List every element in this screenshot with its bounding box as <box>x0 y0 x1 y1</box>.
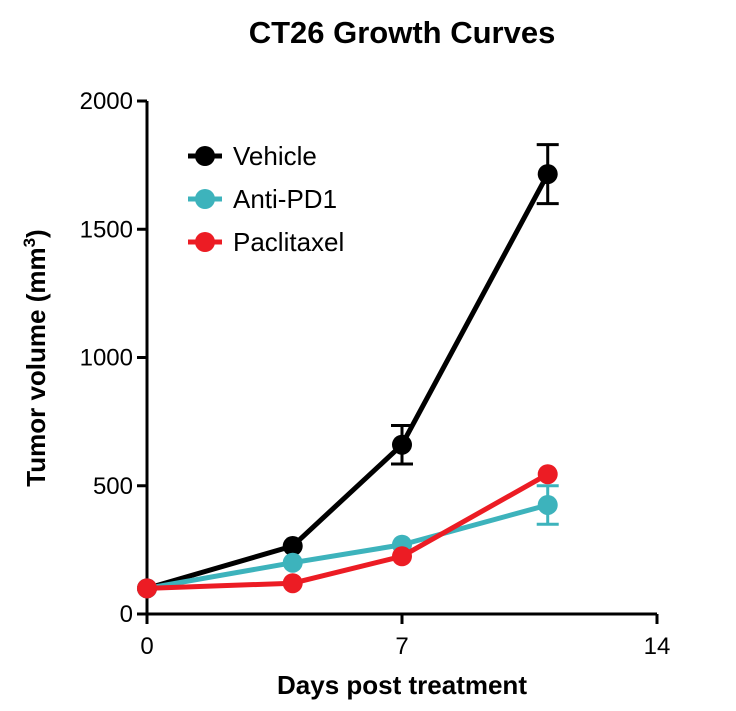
y-tick-label: 500 <box>93 473 133 500</box>
y-axis-label: Tumor volume (mm3) <box>20 229 51 486</box>
legend-label: Paclitaxel <box>233 227 344 257</box>
data-point-vehicle <box>282 536 303 557</box>
data-point-paclitaxel <box>282 573 303 594</box>
data-point-vehicle <box>392 434 412 455</box>
data-point-paclitaxel <box>137 578 157 599</box>
y-tick-label: 0 <box>120 601 133 628</box>
legend-item-vehicle: Vehicle <box>188 141 317 171</box>
series-paclitaxel <box>137 464 558 599</box>
legend-item-anti-pd1: Anti-PD1 <box>188 184 337 214</box>
data-point-anti-pd1 <box>282 552 303 573</box>
y-axis-label-end: ) <box>21 229 51 238</box>
y-tick-label: 1500 <box>80 216 133 243</box>
legend-marker <box>195 189 215 209</box>
y-axis-ticks: 0 500 1000 1500 2000 <box>80 88 147 628</box>
series-line-anti-pd1 <box>146 502 549 591</box>
x-tick-label: 14 <box>644 633 671 660</box>
legend-label: Vehicle <box>233 141 317 171</box>
data-point-paclitaxel <box>392 546 412 567</box>
legend: Vehicle Anti-PD1 Paclitaxel <box>188 141 344 257</box>
y-tick-label: 1000 <box>80 345 133 372</box>
y-axis-label-main: Tumor volume (mm <box>21 247 51 486</box>
legend-marker <box>195 232 215 252</box>
y-tick-label: 2000 <box>80 88 133 115</box>
data-point-vehicle <box>537 164 558 185</box>
svg-text:Tumor volume (mm3): Tumor volume (mm3) <box>20 229 51 486</box>
chart-title: CT26 Growth Curves <box>249 15 556 50</box>
series-layer <box>137 143 559 599</box>
legend-label: Anti-PD1 <box>233 184 337 214</box>
x-axis-ticks: 0 7 14 <box>140 614 670 660</box>
legend-item-paclitaxel: Paclitaxel <box>188 227 344 257</box>
data-point-anti-pd1 <box>537 494 558 515</box>
series-line-vehicle <box>146 172 550 591</box>
series-vehicle <box>137 143 559 599</box>
y-axis-label-superscript: 3 <box>20 238 39 247</box>
x-tick-label: 0 <box>140 633 153 660</box>
legend-marker <box>195 146 215 166</box>
x-tick-label: 7 <box>395 633 408 660</box>
series-line-paclitaxel <box>146 472 549 591</box>
data-point-paclitaxel <box>537 464 558 485</box>
x-axis-label: Days post treatment <box>277 670 527 700</box>
